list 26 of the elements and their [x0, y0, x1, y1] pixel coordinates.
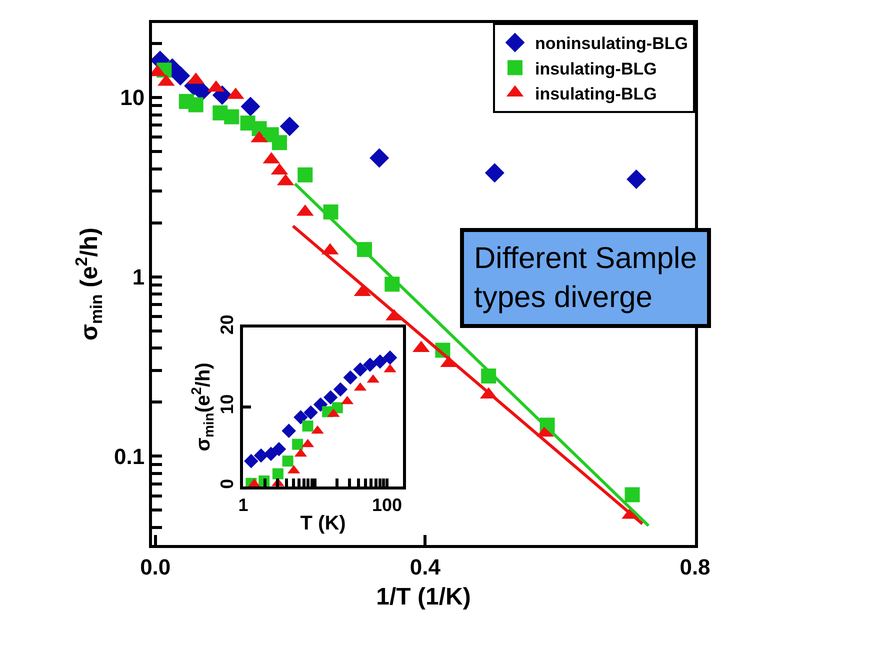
point: [188, 97, 204, 112]
annotation: Different Sample types diverge: [474, 242, 697, 314]
point: [272, 135, 287, 150]
y-tick-label: 10: [217, 394, 238, 414]
x-tick-label: 0.4: [410, 554, 442, 580]
point: [370, 148, 390, 168]
point: [170, 66, 190, 86]
point: [280, 116, 300, 136]
x-tick-label: 0.8: [680, 554, 710, 580]
x-axis-title: T (K): [300, 512, 346, 535]
y-tick-label: 0.1: [114, 444, 145, 469]
legend-label: noninsulating-BLG: [535, 34, 688, 54]
y-tick-label: 1: [132, 264, 145, 290]
point: [224, 109, 240, 124]
x-tick-label: 100: [372, 495, 402, 516]
legend-label: insulating-BLG: [535, 84, 657, 104]
y-tick-label: 10: [120, 85, 145, 110]
point: [484, 163, 504, 183]
x-tick-label: 0.0: [140, 554, 171, 580]
x-axis-title: 1/T (1/K): [376, 584, 471, 611]
legend-label: insulating-BLG: [535, 59, 657, 78]
point: [626, 169, 646, 189]
y-tick-label: 0: [217, 478, 238, 489]
point: [298, 167, 313, 182]
y-tick-label: 20: [217, 314, 238, 335]
point: [240, 96, 260, 116]
